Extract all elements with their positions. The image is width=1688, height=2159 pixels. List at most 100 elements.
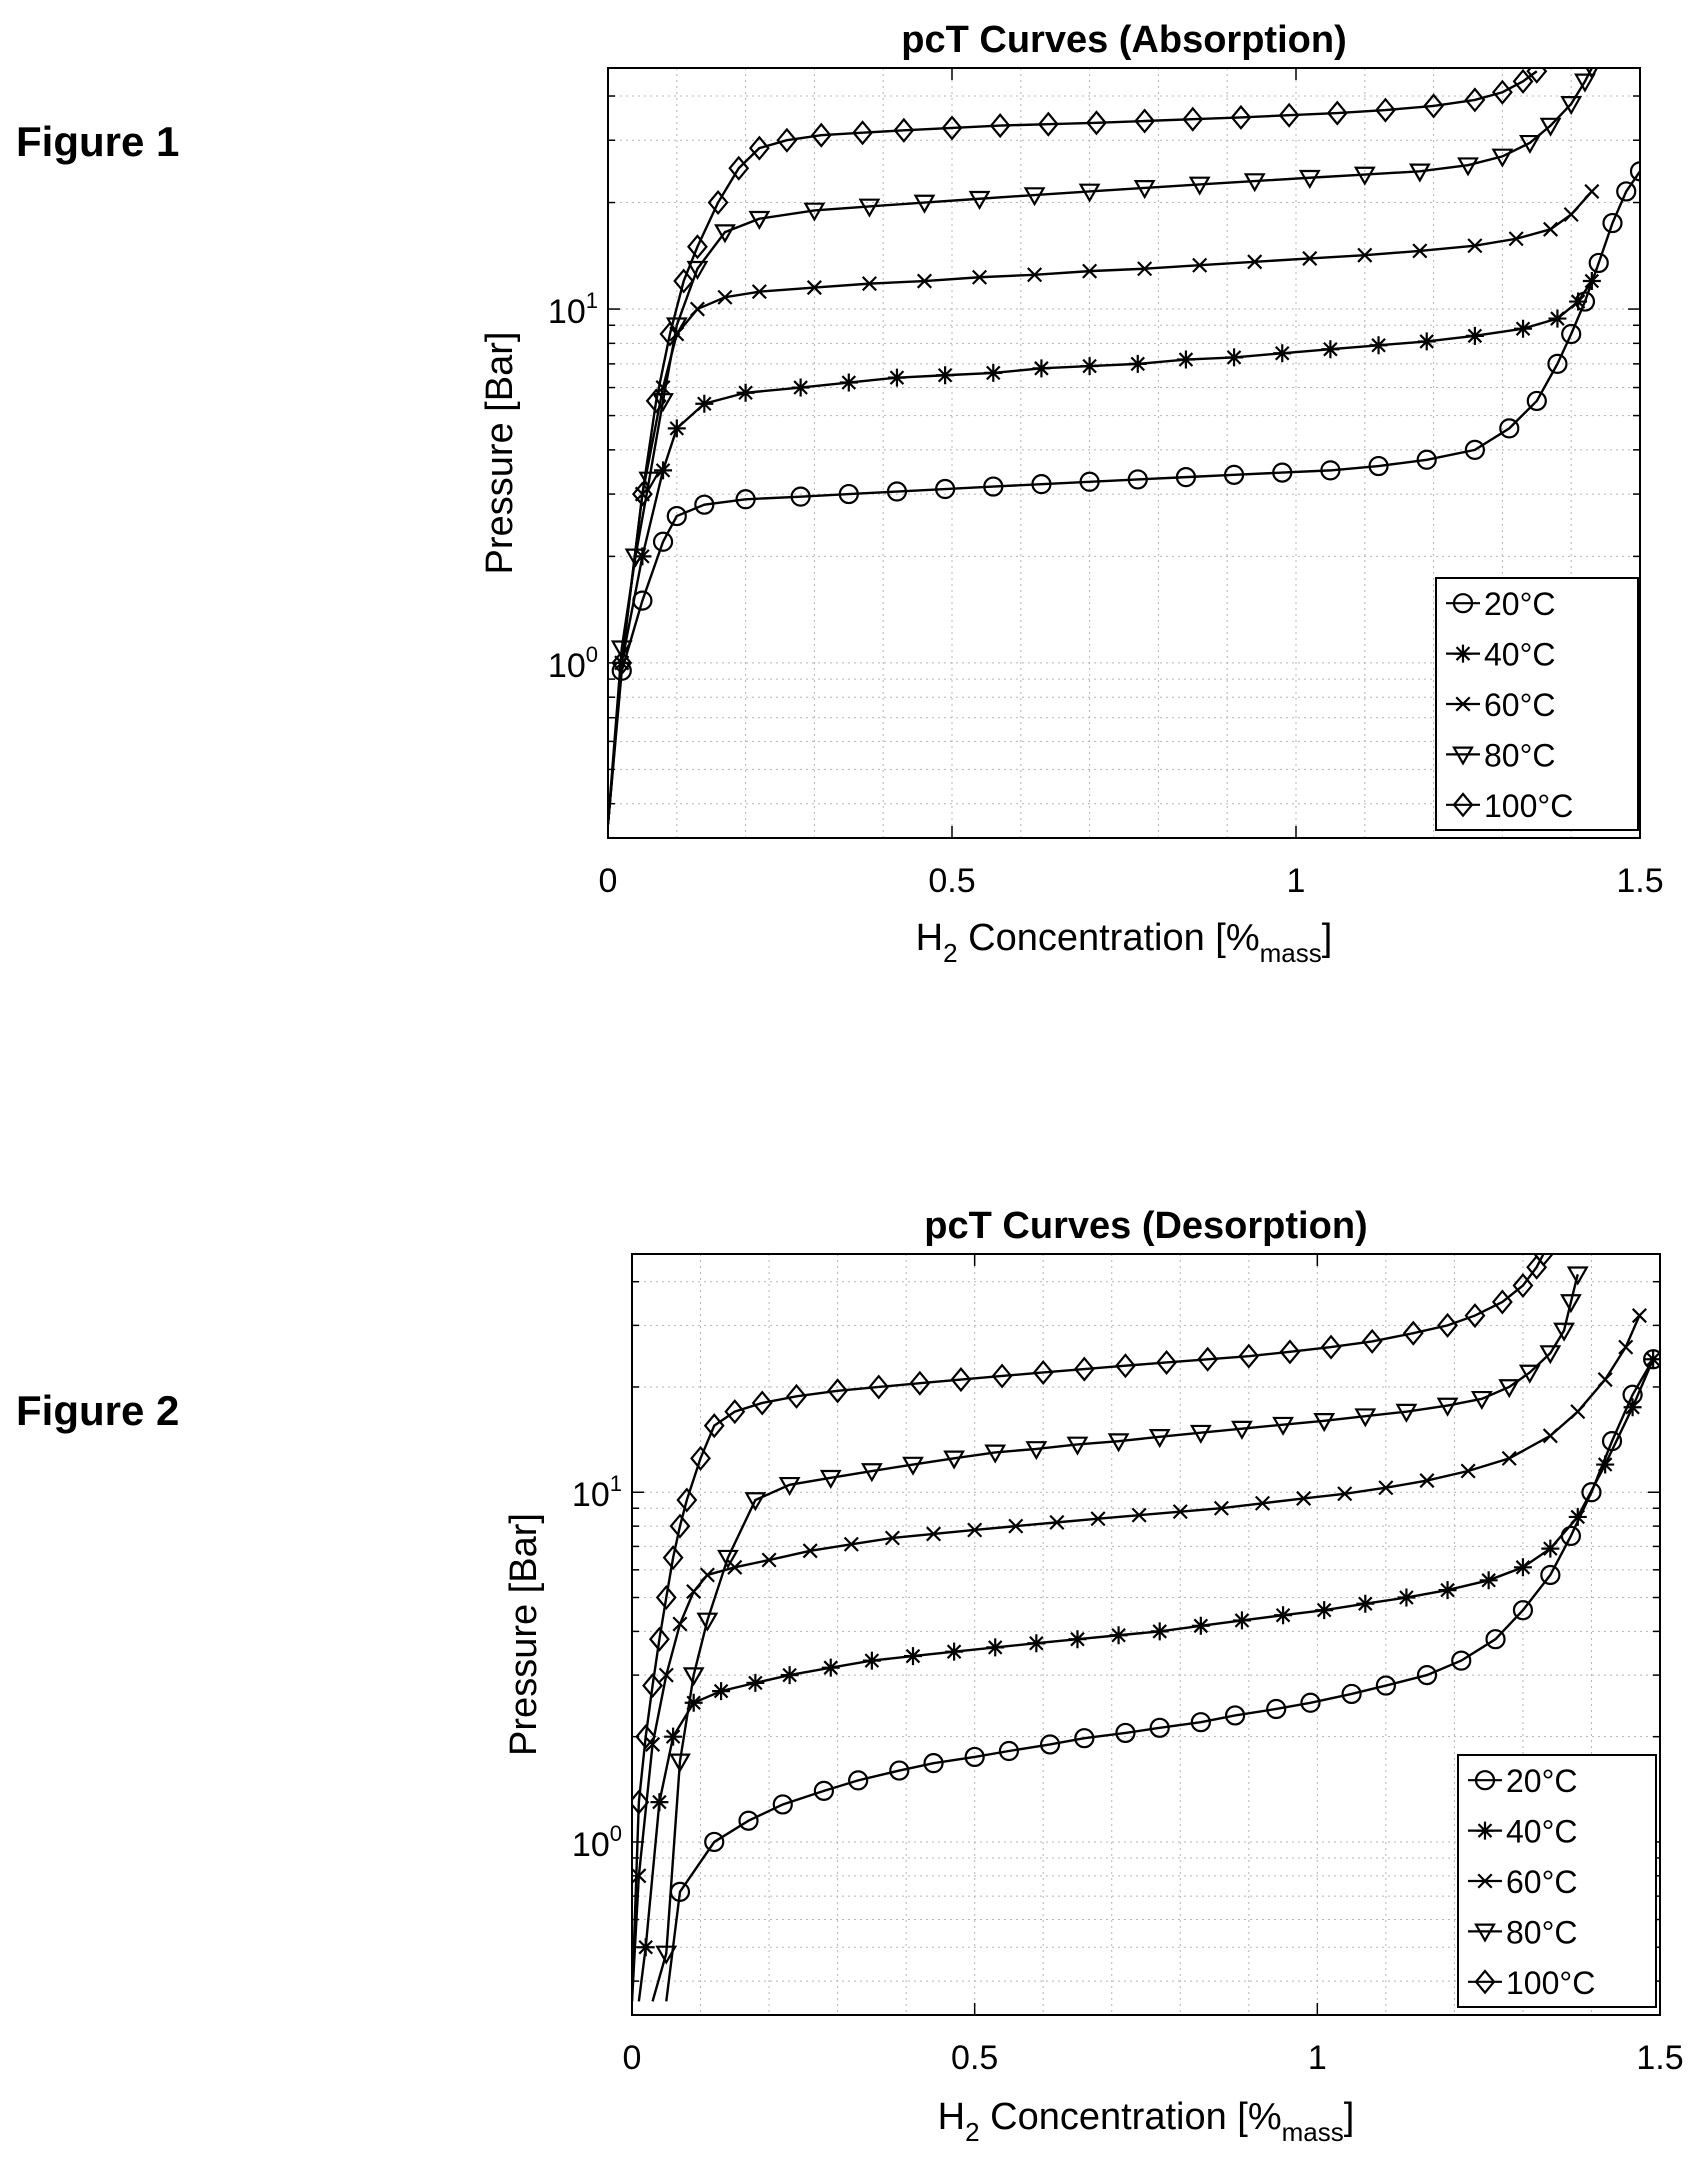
data-point: [913, 194, 936, 214]
data-point: [1423, 93, 1445, 119]
y-tick-label: 101: [572, 1471, 622, 1514]
data-point: [1460, 1463, 1476, 1479]
data-point: [1341, 1683, 1362, 1705]
data-point: [1451, 1650, 1472, 1671]
data-point: [669, 1753, 691, 1773]
series-line: [608, 68, 1593, 825]
data-point: [1539, 117, 1562, 137]
legend-marker: [1474, 1923, 1496, 1943]
data-point: [1223, 464, 1245, 485]
series-circle: [608, 161, 1640, 825]
data-point: [1279, 1339, 1301, 1365]
data-point: [652, 393, 674, 413]
data-point: [1541, 1539, 1560, 1558]
x-axis-label-base: H: [916, 917, 943, 959]
y-tick-base: 10: [548, 647, 586, 685]
data-point: [1518, 1364, 1541, 1384]
data-point: [1378, 1480, 1394, 1496]
data-point: [786, 1383, 807, 1409]
data-point: [1189, 1424, 1212, 1444]
data-point: [1416, 1664, 1438, 1686]
data-point: [1436, 1397, 1459, 1417]
data-point: [635, 1724, 657, 1750]
data-point: [712, 1682, 731, 1701]
data-point: [802, 1543, 818, 1559]
data-point: [1498, 1379, 1521, 1399]
x-tick-label: 0: [623, 2039, 642, 2077]
data-point: [1073, 1356, 1095, 1382]
data-point: [1470, 1390, 1493, 1411]
data-point: [1109, 1626, 1128, 1645]
x-axis-label-mid: Concentration [%: [980, 2096, 1282, 2138]
legend-marker: [1474, 1770, 1496, 1791]
data-point: [1025, 1441, 1048, 1461]
data-point: [1464, 87, 1486, 113]
data-point: [748, 135, 770, 161]
data-point: [1585, 68, 1599, 80]
data-point: [984, 1444, 1007, 1464]
data-point: [655, 1945, 678, 1965]
data-point: [1419, 1473, 1435, 1489]
data-point: [654, 461, 673, 480]
data-point: [861, 276, 877, 292]
data-point: [1623, 1398, 1642, 1417]
data-point: [714, 224, 736, 244]
data-point: [696, 1612, 719, 1632]
y-tick-base: 10: [572, 1476, 610, 1514]
data-point: [1254, 1495, 1271, 1511]
data-point: [1230, 104, 1252, 130]
data-point: [868, 1374, 890, 1400]
data-point: [1068, 1630, 1087, 1649]
data-point: [971, 269, 988, 285]
data-point: [1561, 323, 1582, 345]
data-point: [903, 1647, 922, 1666]
data-point: [1438, 1581, 1457, 1600]
x-tick-label: 1: [1287, 862, 1306, 900]
data-point: [1361, 1328, 1383, 1354]
data-point: [1115, 1353, 1136, 1379]
data-point: [1231, 1420, 1253, 1440]
data-point: [1533, 1254, 1554, 1267]
data-point: [827, 1378, 849, 1404]
data-point: [1457, 157, 1479, 177]
data-point: [652, 531, 674, 552]
legend-marker: [1452, 792, 1474, 818]
data-point: [748, 210, 771, 230]
data-point: [1272, 462, 1293, 483]
data-point: [1512, 1600, 1534, 1621]
data-point: [1644, 1350, 1660, 1369]
data-point: [689, 301, 705, 317]
data-point: [1266, 1698, 1287, 1720]
data-point: [791, 378, 810, 397]
data-point: [838, 483, 859, 505]
data-point: [1274, 1606, 1293, 1625]
data-point: [1149, 1717, 1170, 1738]
y-tick-exponent: 0: [610, 1821, 622, 1846]
series-line: [608, 70, 1538, 825]
data-point: [1542, 1428, 1558, 1444]
series-line: [665, 1358, 1655, 2002]
data-point: [1540, 1564, 1561, 1586]
data-point: [778, 1476, 801, 1497]
data-point: [1128, 354, 1147, 373]
data-point: [1566, 1266, 1589, 1286]
data-point: [1513, 1558, 1532, 1577]
data-point: [662, 1545, 684, 1571]
data-point: [1298, 169, 1321, 189]
legend-marker: [1476, 1821, 1494, 1840]
data-point: [1563, 206, 1579, 223]
data-point: [889, 1760, 910, 1781]
data-point: [1127, 469, 1148, 490]
data-point: [1526, 390, 1547, 412]
legend-label: 100°C: [1484, 788, 1573, 824]
legend-label: 60°C: [1484, 687, 1556, 723]
series-line: [608, 170, 1640, 825]
data-point: [1519, 134, 1541, 155]
data-point: [1618, 1339, 1634, 1355]
x-axis-label-sub2: mass: [1260, 938, 1322, 968]
data-point: [1584, 183, 1600, 199]
data-point: [964, 1746, 985, 1768]
data-point: [1037, 111, 1059, 137]
data-point: [821, 1658, 840, 1677]
data-point: [862, 1651, 881, 1670]
